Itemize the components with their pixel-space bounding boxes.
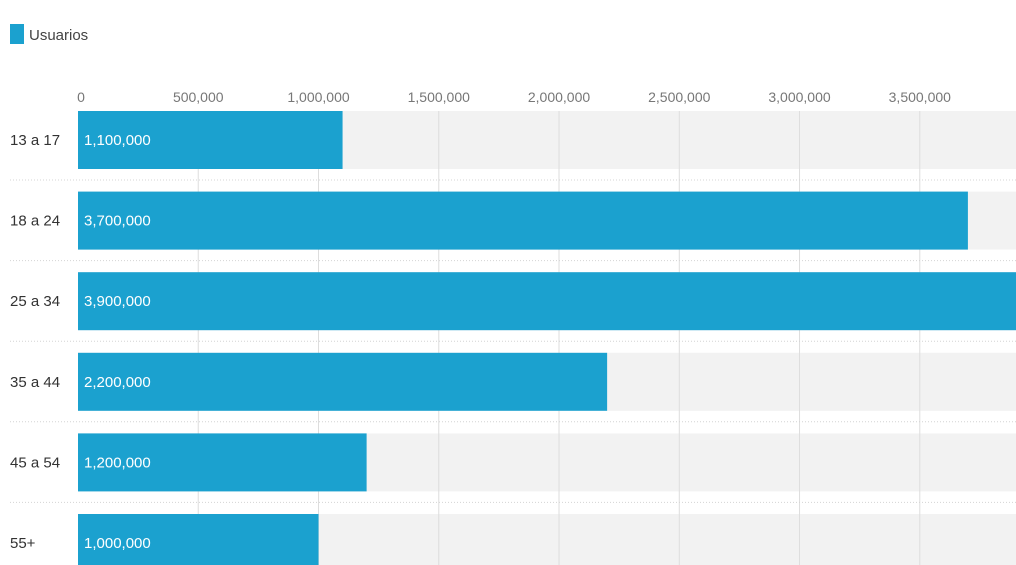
x-axis-ticks: 0 500,000 1,000,000 1,500,000 2,000,000 2,500… <box>77 89 951 105</box>
x-tick-label: 1,500,000 <box>408 89 470 105</box>
x-tick-label: 3,500,000 <box>889 89 951 105</box>
value-label: 1,200,000 <box>84 454 151 471</box>
bar-tracks <box>78 111 1016 565</box>
legend[interactable]: Usuarios <box>10 24 88 44</box>
value-label: 2,200,000 <box>84 374 151 391</box>
bar[interactable] <box>78 352 608 411</box>
category-label: 18 a 24 <box>10 213 60 230</box>
value-label: 1,100,000 <box>84 132 151 149</box>
bar[interactable] <box>78 111 343 169</box>
bar[interactable] <box>78 433 367 492</box>
gridlines <box>197 111 921 565</box>
x-tick-label: 2,000,000 <box>528 89 590 105</box>
bar[interactable] <box>78 514 319 565</box>
legend-label: Usuarios <box>29 27 88 44</box>
bar[interactable] <box>78 272 1016 331</box>
x-tick-label: 3,000,000 <box>768 89 830 105</box>
value-labels: 1,100,000 3,700,000 3,900,000 2,200,000 1,20… <box>84 132 151 552</box>
category-label: 35 a 44 <box>10 374 60 391</box>
legend-swatch <box>10 24 24 44</box>
x-tick-label: 1,000,000 <box>287 89 349 105</box>
category-label: 13 a 17 <box>10 132 60 149</box>
x-tick-label: 0 <box>77 89 85 105</box>
category-label: 55+ <box>10 535 36 552</box>
x-tick-label: 2,500,000 <box>648 89 710 105</box>
x-tick-label: 500,000 <box>173 89 224 105</box>
bars <box>78 111 1016 565</box>
bar[interactable] <box>78 191 968 250</box>
category-label: 45 a 54 <box>10 454 60 471</box>
value-label: 3,700,000 <box>84 213 151 230</box>
value-label: 1,000,000 <box>84 535 151 552</box>
y-axis-categories: 13 a 17 18 a 24 25 a 34 35 a 44 45 a 54 55+ <box>10 132 60 552</box>
value-label: 3,900,000 <box>84 293 151 310</box>
category-label: 25 a 34 <box>10 293 60 310</box>
